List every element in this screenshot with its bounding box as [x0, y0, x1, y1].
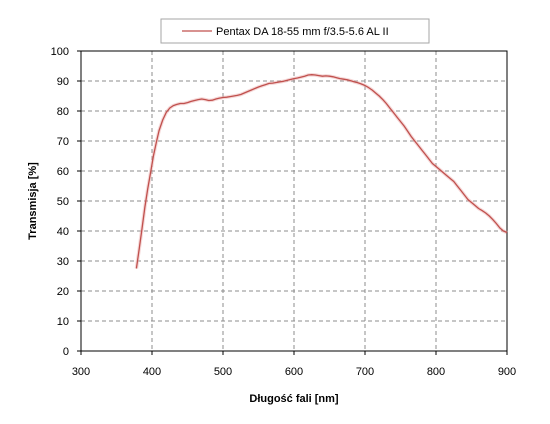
- y-tick-label: 70: [57, 136, 69, 148]
- y-axis-ticks: 0 10 20 30 40 50 60 70 80 90 100: [51, 46, 81, 358]
- x-tick-label: 800: [427, 366, 445, 378]
- x-axis-title: Długość fali [nm]: [249, 393, 339, 405]
- x-tick-label: 900: [498, 366, 516, 378]
- x-tick-label: 500: [214, 366, 232, 378]
- x-axis-ticks: 300 400 500 600 700 800 900: [72, 351, 516, 378]
- y-axis-title: Transmisja [%]: [27, 162, 39, 240]
- y-tick-label: 100: [51, 46, 69, 58]
- series-layer: [134, 72, 508, 269]
- legend-label: Pentax DA 18-55 mm f/3.5-5.6 AL II: [216, 26, 389, 38]
- y-tick-label: 30: [57, 256, 69, 268]
- y-tick-label: 90: [57, 76, 69, 88]
- y-tick-label: 20: [57, 286, 69, 298]
- series-line: [135, 74, 508, 269]
- y-tick-label: 50: [57, 196, 69, 208]
- x-tick-label: 300: [72, 366, 90, 378]
- grid: [81, 51, 507, 351]
- x-tick-label: 400: [143, 366, 161, 378]
- y-tick-label: 80: [57, 106, 69, 118]
- y-tick-label: 0: [63, 346, 69, 358]
- legend: Pentax DA 18-55 mm f/3.5-5.6 AL II: [160, 18, 430, 44]
- x-tick-label: 600: [285, 366, 303, 378]
- y-tick-label: 40: [57, 226, 69, 238]
- y-tick-label: 10: [57, 316, 69, 328]
- y-tick-label: 60: [57, 166, 69, 178]
- x-tick-label: 700: [356, 366, 374, 378]
